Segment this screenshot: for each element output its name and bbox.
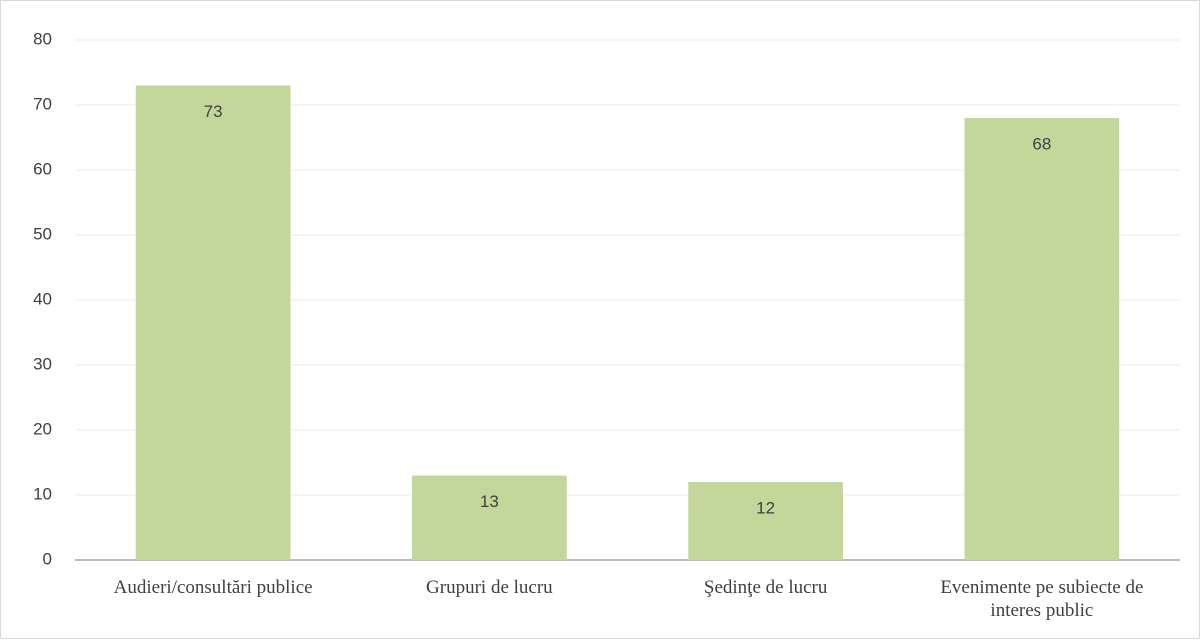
- x-tick-label: Grupuri de lucru: [426, 577, 553, 598]
- y-tick-label: 60: [33, 159, 52, 178]
- bar: [135, 85, 291, 560]
- bar: [964, 118, 1120, 560]
- data-label: 68: [1032, 134, 1051, 153]
- x-tick-label: Şedinţe de lucru: [703, 577, 828, 598]
- y-tick-label: 10: [33, 484, 52, 503]
- bar: [688, 482, 843, 560]
- data-label: 13: [480, 492, 499, 511]
- y-tick-label: 30: [33, 354, 52, 373]
- y-tick-label: 70: [33, 94, 52, 113]
- x-tick-label: Evenimente pe subiecte de interes public: [940, 577, 1144, 621]
- y-tick-label: 40: [33, 289, 52, 308]
- y-tick-label: 20: [33, 419, 52, 438]
- data-label: 12: [756, 498, 775, 517]
- data-label: 73: [204, 102, 223, 121]
- y-tick-label: 50: [33, 224, 52, 243]
- y-tick-label: 80: [33, 29, 52, 48]
- bar: [412, 475, 567, 560]
- y-tick-label: 0: [43, 549, 52, 568]
- x-tick-label: Audieri/consultări publice: [113, 577, 313, 598]
